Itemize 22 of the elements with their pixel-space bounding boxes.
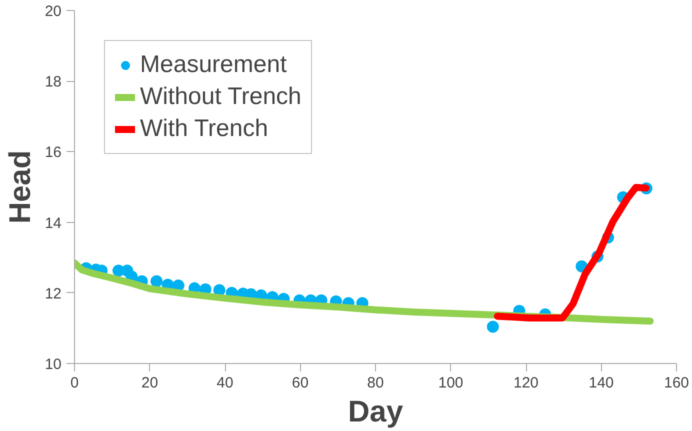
x-tick-label: 60 bbox=[292, 374, 309, 392]
y-axis-title: Head bbox=[4, 150, 37, 224]
x-tick-label: 120 bbox=[513, 374, 539, 392]
y-tick-label: 20 bbox=[44, 3, 62, 20]
point bbox=[486, 320, 499, 333]
x-tick-label: 20 bbox=[141, 374, 158, 392]
legend-label: Measurement bbox=[140, 51, 287, 79]
y-tick-label: 14 bbox=[44, 214, 62, 232]
point bbox=[150, 275, 163, 288]
x-tick-label: 40 bbox=[216, 374, 234, 392]
x-tick-label: 140 bbox=[588, 374, 614, 392]
legend-label: Without Trench bbox=[140, 83, 302, 111]
x-axis-title: Day bbox=[348, 396, 404, 428]
x-tick-label: 100 bbox=[438, 374, 464, 392]
y-tick-label: 10 bbox=[44, 356, 62, 373]
x-tick-label: 80 bbox=[367, 374, 384, 392]
x-tick-label: 0 bbox=[70, 374, 79, 392]
legend-label: With Trench bbox=[140, 115, 268, 143]
x-tick-label: 160 bbox=[664, 374, 690, 392]
y-tick-label: 18 bbox=[44, 74, 62, 91]
y-tick-label: 16 bbox=[44, 144, 62, 162]
y-tick-label: 12 bbox=[44, 285, 62, 302]
